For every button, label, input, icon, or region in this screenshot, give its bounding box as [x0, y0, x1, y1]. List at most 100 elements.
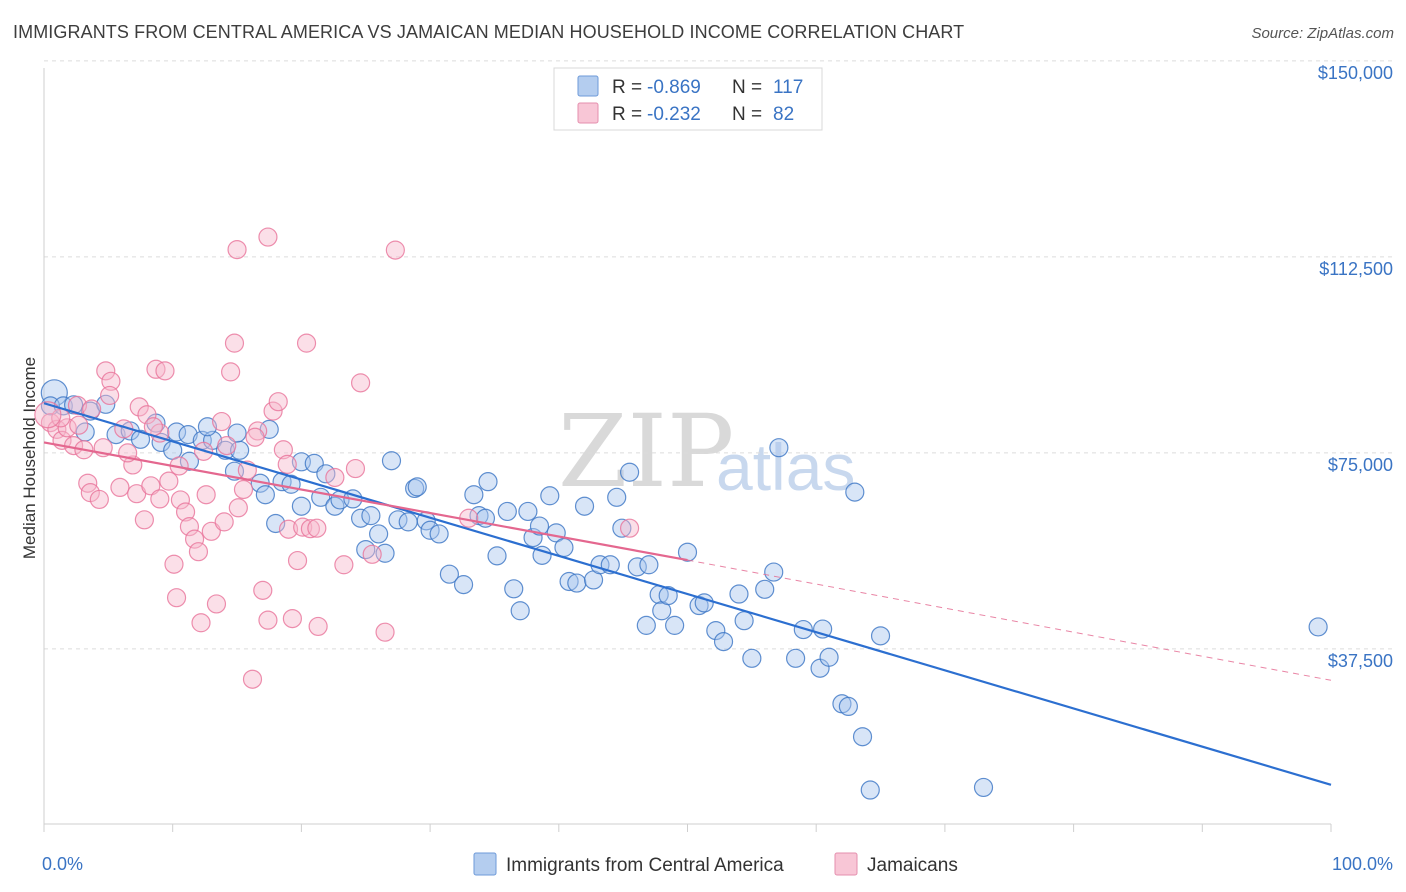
- point-jamaicans-50: [278, 519, 299, 539]
- point-jamaicans-9: [89, 489, 109, 510]
- point-jamaicans-76: [245, 427, 265, 447]
- point-central-america-49: [429, 524, 449, 544]
- x-tick-label-min: 0.0%: [42, 854, 83, 874]
- point-central-america-54: [478, 472, 498, 492]
- point-jamaicans-12: [101, 371, 121, 391]
- legend-n-value-2: 82: [773, 104, 794, 125]
- point-jamaicans-48: [268, 392, 288, 412]
- point-central-america-20: [197, 417, 218, 437]
- trend-line-central-america: [43, 402, 1332, 786]
- point-central-america-104: [870, 626, 891, 646]
- point-central-america-51: [453, 575, 474, 595]
- point-jamaicans-27: [170, 490, 191, 510]
- point-central-america-91: [755, 579, 775, 599]
- point-jamaicans-64: [227, 239, 247, 260]
- point-jamaicans-28: [175, 502, 196, 522]
- point-jamaicans-80: [619, 518, 640, 538]
- point-central-america-58: [504, 579, 524, 599]
- legend-r-label-1: R =: [612, 77, 642, 98]
- point-central-america-69: [574, 496, 595, 516]
- point-jamaicans-40: [228, 498, 248, 518]
- point-central-america-59: [510, 601, 530, 621]
- point-jamaicans-26: [166, 588, 187, 608]
- point-central-america-34: [325, 496, 345, 516]
- point-jamaicans-65: [258, 227, 278, 247]
- axes: [43, 68, 1332, 832]
- point-central-america-83: [677, 542, 698, 562]
- point-jamaicans-59: [345, 458, 366, 479]
- point-jamaicans-58: [334, 555, 354, 575]
- chart-title: IMMIGRANTS FROM CENTRAL AMERICA VS JAMAI…: [13, 22, 965, 42]
- point-central-america-98: [819, 647, 839, 667]
- series-legend-label-blue: Immigrants from Central America: [506, 855, 784, 876]
- legend-n-value-1: 117: [773, 77, 803, 98]
- grid: [44, 60, 1395, 650]
- legend-r-label-2: R =: [612, 104, 642, 125]
- point-jamaicans-45: [253, 580, 273, 600]
- point-jamaicans-61: [362, 544, 382, 564]
- point-jamaicans-24: [159, 471, 179, 491]
- series-legend: Immigrants from Central America Jamaican…: [473, 852, 958, 876]
- point-central-america-87: [713, 631, 734, 652]
- point-central-america-82: [665, 615, 685, 635]
- point-central-america-38: [361, 506, 381, 526]
- point-jamaicans-70: [100, 385, 120, 406]
- point-central-america-21: [227, 423, 247, 443]
- point-central-america-43: [398, 512, 418, 532]
- legend-swatch-pink: [577, 102, 599, 124]
- y-axis-label: Median Household Income: [20, 357, 39, 559]
- point-central-america-78: [636, 615, 656, 635]
- point-jamaicans-63: [385, 240, 405, 260]
- trend-line-jamaicans-extension: [687, 559, 1332, 681]
- point-jamaicans-32: [191, 613, 211, 633]
- point-central-america-106: [1308, 617, 1328, 637]
- watermark: ZIP atlas: [558, 393, 855, 510]
- point-jamaicans-3: [57, 418, 77, 438]
- point-jamaicans-57: [325, 467, 345, 488]
- point-jamaicans-67: [67, 395, 88, 415]
- point-jamaicans-46: [258, 610, 278, 630]
- series-legend-swatch-blue: [473, 852, 497, 876]
- point-central-america-67: [559, 571, 579, 592]
- point-jamaicans-53: [293, 517, 313, 537]
- point-central-america-66: [554, 537, 574, 558]
- point-central-america-89: [734, 611, 754, 631]
- y-tick-label-2: $112,500: [1319, 259, 1393, 279]
- point-jamaicans-33: [196, 485, 216, 505]
- point-central-america-62: [529, 516, 550, 536]
- series-jamaicans: [34, 227, 640, 689]
- point-jamaicans-35: [206, 594, 227, 614]
- trend-line-jamaicans: [43, 441, 688, 562]
- x-tick-labels: 0.0% 100.0%: [42, 854, 1393, 874]
- point-jamaicans-30: [184, 529, 205, 549]
- point-central-america-45: [381, 451, 402, 471]
- series-central-america: [40, 379, 1328, 800]
- point-central-america-101: [845, 482, 865, 502]
- point-jamaicans-55: [300, 519, 321, 539]
- point-central-america-28: [291, 496, 311, 516]
- point-central-america-74: [612, 518, 632, 538]
- point-jamaicans-39: [224, 333, 245, 353]
- point-central-america-46: [407, 477, 427, 497]
- point-jamaicans-49: [273, 440, 293, 460]
- point-jamaicans-5: [69, 415, 89, 435]
- point-jamaicans-25: [164, 554, 184, 574]
- point-jamaicans-52: [287, 550, 308, 571]
- x-tick-label-max: 100.0%: [1332, 854, 1393, 874]
- point-central-america-94: [786, 648, 806, 668]
- point-jamaicans-37: [214, 512, 234, 532]
- point-central-america-60: [518, 501, 538, 522]
- point-central-america-75: [619, 462, 640, 482]
- point-jamaicans-17: [129, 397, 149, 417]
- y-tick-labels: $37,500 $75,000 $112,500 $150,000: [1318, 63, 1393, 671]
- series-legend-label-pink: Jamaicans: [867, 855, 958, 876]
- point-central-america-52: [464, 485, 484, 505]
- point-jamaicans-29: [179, 517, 200, 537]
- point-central-america-102: [852, 727, 873, 747]
- point-central-america-76: [627, 557, 647, 577]
- point-central-america-63: [532, 545, 552, 565]
- y-tick-label-0: $37,500: [1328, 651, 1393, 671]
- point-central-america-13: [166, 422, 187, 442]
- point-jamaicans-23: [155, 361, 175, 381]
- series-legend-swatch-pink: [834, 852, 858, 876]
